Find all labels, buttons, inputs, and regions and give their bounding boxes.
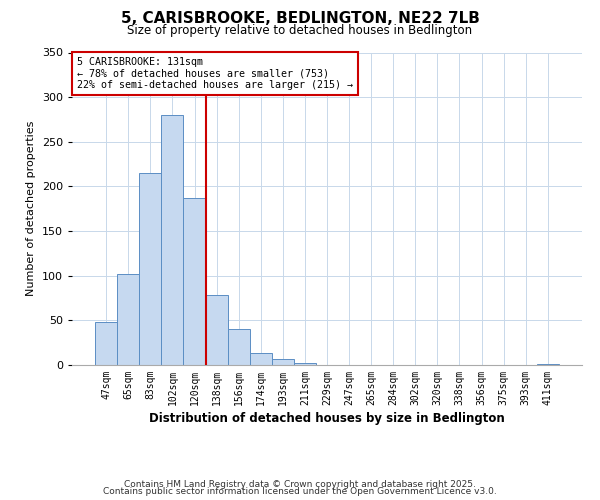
Text: 5 CARISBROOKE: 131sqm
← 78% of detached houses are smaller (753)
22% of semi-det: 5 CARISBROOKE: 131sqm ← 78% of detached … xyxy=(77,57,353,90)
Text: Contains public sector information licensed under the Open Government Licence v3: Contains public sector information licen… xyxy=(103,487,497,496)
Bar xyxy=(161,115,184,365)
Bar xyxy=(117,274,139,365)
Bar xyxy=(184,198,206,365)
Bar xyxy=(272,359,294,365)
Text: 5, CARISBROOKE, BEDLINGTON, NE22 7LB: 5, CARISBROOKE, BEDLINGTON, NE22 7LB xyxy=(121,11,479,26)
Bar xyxy=(294,363,316,365)
Y-axis label: Number of detached properties: Number of detached properties xyxy=(26,121,36,296)
Text: Size of property relative to detached houses in Bedlington: Size of property relative to detached ho… xyxy=(127,24,473,37)
Bar xyxy=(537,364,559,365)
X-axis label: Distribution of detached houses by size in Bedlington: Distribution of detached houses by size … xyxy=(149,412,505,425)
Text: Contains HM Land Registry data © Crown copyright and database right 2025.: Contains HM Land Registry data © Crown c… xyxy=(124,480,476,489)
Bar xyxy=(206,296,227,365)
Bar xyxy=(227,330,250,365)
Bar xyxy=(95,322,117,365)
Bar xyxy=(139,173,161,365)
Bar xyxy=(250,352,272,365)
